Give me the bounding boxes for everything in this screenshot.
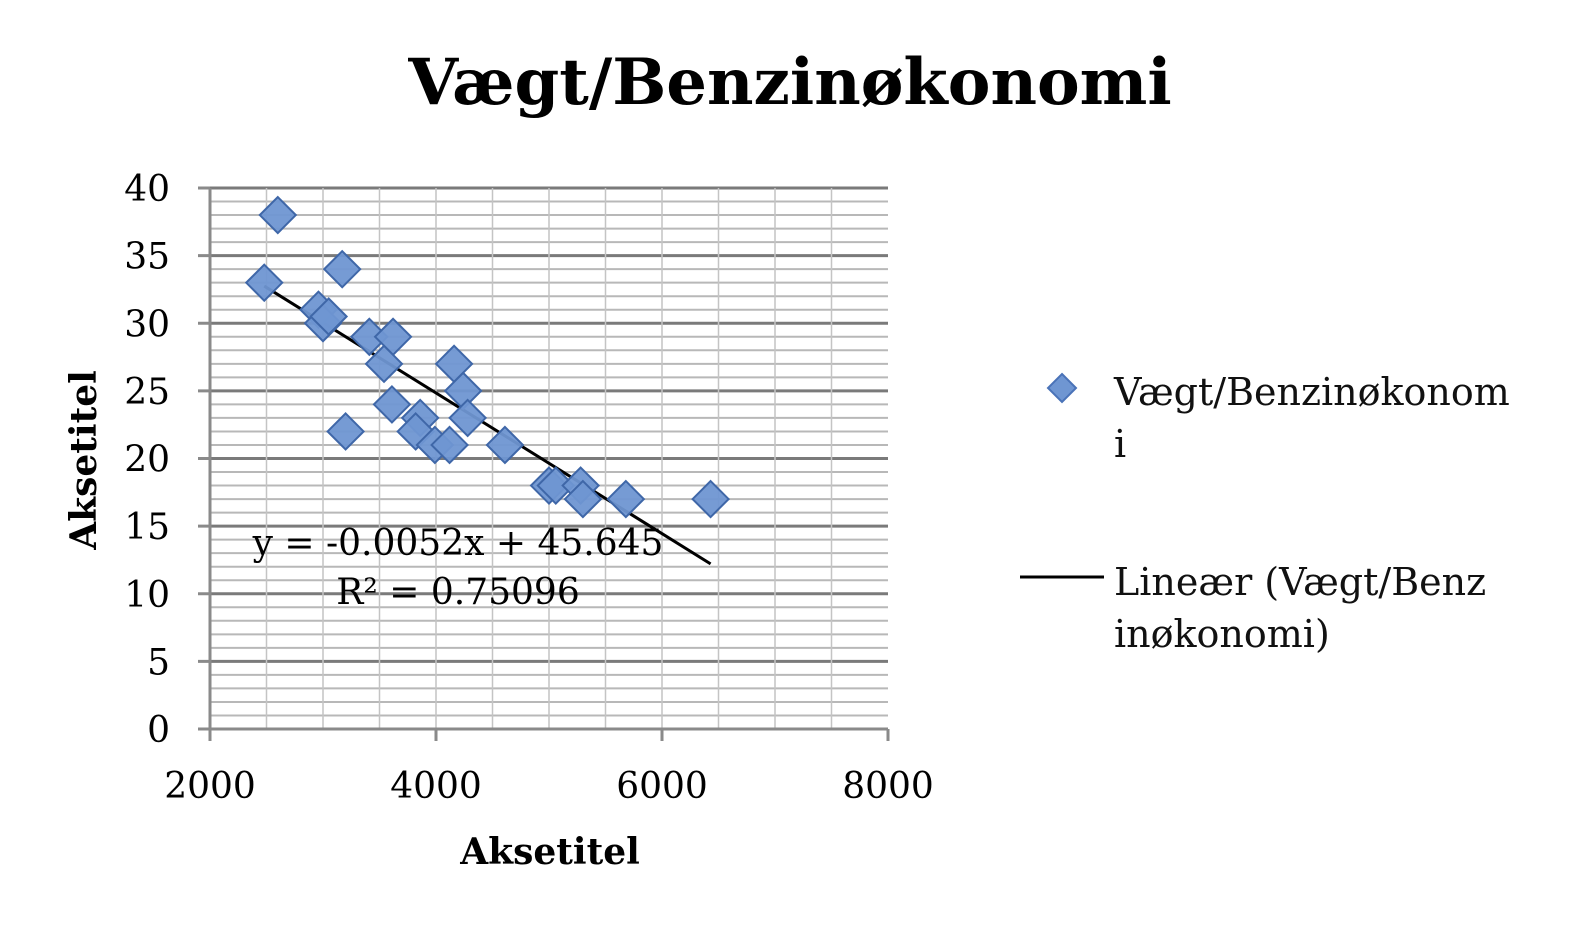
y-tick-label: 30 — [124, 304, 170, 345]
legend-series-label: Vægt/Benzinøkonomi — [1114, 370, 1510, 466]
data-point — [606, 479, 646, 519]
y-tick-label: 25 — [124, 372, 170, 413]
scatter-points — [244, 195, 731, 519]
y-tick-label: 15 — [124, 507, 170, 548]
data-point — [485, 425, 525, 465]
x-tick-label: 6000 — [616, 766, 708, 807]
data-point — [372, 384, 412, 424]
data-point — [326, 412, 366, 451]
data-point — [244, 263, 284, 303]
x-tick-label: 2000 — [164, 766, 256, 807]
y-tick-label: 0 — [147, 710, 170, 751]
y-tick-label: 40 — [124, 169, 170, 210]
legend-series-symbol — [1046, 372, 1078, 404]
data-point — [364, 344, 404, 384]
y-tick-label: 5 — [147, 642, 170, 683]
data-point — [448, 398, 488, 438]
data-point — [309, 297, 349, 336]
y-tick-label: 35 — [124, 237, 170, 278]
y-axis-ticks: 0 5 10 15 20 25 30 35 40 — [124, 169, 210, 751]
trendline — [263, 284, 712, 566]
data-point — [258, 195, 298, 235]
plot-area — [208, 186, 888, 739]
x-axis-ticks: 2000 4000 6000 8000 — [164, 729, 934, 807]
x-axis-title: Aksetitel — [459, 831, 640, 873]
equation-label: y = -0.0052x + 45.645 — [252, 523, 664, 564]
x-tick-label: 8000 — [842, 766, 934, 807]
chart-title: Vægt/Benzinøkonomi — [407, 45, 1171, 120]
data-point — [563, 479, 603, 519]
r-squared-label: R² = 0.75096 — [336, 572, 579, 613]
data-point — [322, 249, 362, 289]
y-tick-label: 10 — [124, 575, 170, 616]
y-axis-title: Aksetitel — [63, 370, 105, 551]
y-tick-label: 20 — [124, 440, 170, 481]
data-point — [430, 425, 469, 465]
trendline-group — [263, 284, 712, 566]
data-point — [691, 479, 731, 519]
x-tick-label: 4000 — [390, 766, 482, 807]
legend-trend-label: Lineær (Vægt/Benzinøkonomi) — [1114, 560, 1487, 656]
